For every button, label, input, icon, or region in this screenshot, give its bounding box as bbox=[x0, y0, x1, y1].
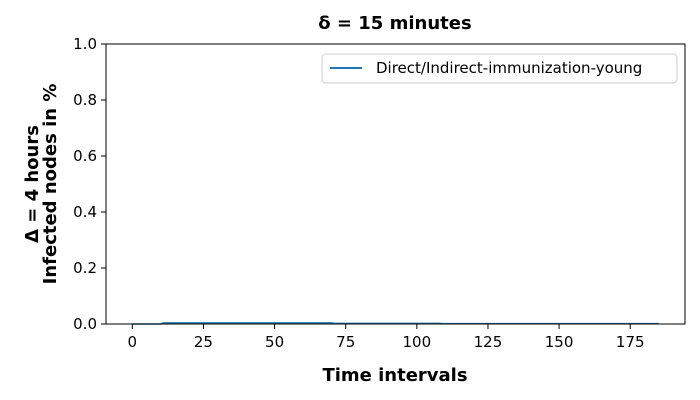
legend: Direct/Indirect-immunization-young bbox=[321, 53, 678, 84]
y-tick-label: 0.4 bbox=[73, 203, 97, 221]
x-tick-label: 25 bbox=[194, 333, 213, 351]
x-tick-label: 0 bbox=[128, 333, 138, 351]
x-tick-label: 150 bbox=[545, 333, 574, 351]
legend-box bbox=[321, 53, 678, 84]
axis-ticks: 0 25 50 75 100 125 150 175 0.0 0.2 0.4 0.6 0.8 1.0 bbox=[73, 35, 644, 351]
y-tick-label: 0.6 bbox=[73, 147, 97, 165]
x-tick-label: 175 bbox=[616, 333, 645, 351]
x-tick-label: 100 bbox=[403, 333, 432, 351]
y-tick-label: 0.8 bbox=[73, 91, 97, 109]
y-axis-label-line-1: Δ = 4 hours bbox=[22, 125, 43, 243]
y-tick-label: 0.0 bbox=[73, 315, 97, 333]
x-tick-label: 75 bbox=[336, 333, 355, 351]
plot-frame bbox=[105, 43, 686, 325]
x-axis-label: Time intervals bbox=[322, 365, 467, 386]
y-tick-label: 1.0 bbox=[73, 35, 97, 53]
x-tick-label: 50 bbox=[265, 333, 284, 351]
legend-label-direct-indirect-immunization-young: Direct/Indirect-immunization-young bbox=[376, 59, 642, 77]
y-tick-label: 0.2 bbox=[73, 259, 97, 277]
chart-title: δ = 15 minutes bbox=[318, 13, 471, 34]
y-axis-label-line-2: Infected nodes in % bbox=[40, 84, 61, 285]
y-axis-label: Δ = 4 hours Infected nodes in % bbox=[22, 84, 61, 285]
x-tick-label: 125 bbox=[474, 333, 503, 351]
